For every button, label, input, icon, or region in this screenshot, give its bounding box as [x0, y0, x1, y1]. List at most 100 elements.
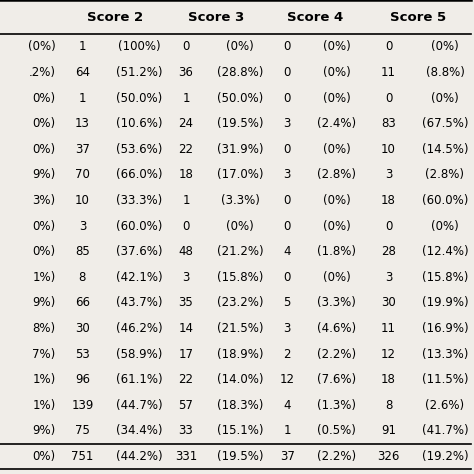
Text: 4: 4 [283, 399, 291, 412]
Text: 0: 0 [385, 219, 392, 233]
Text: (17.0%): (17.0%) [217, 168, 264, 182]
Text: (0%): (0%) [431, 91, 459, 105]
Text: 24: 24 [179, 117, 193, 130]
Text: 0%): 0%) [32, 91, 55, 105]
Text: Score 4: Score 4 [287, 10, 344, 24]
Text: 75: 75 [75, 424, 90, 438]
Text: 28: 28 [381, 245, 396, 258]
Text: (61.1%): (61.1%) [116, 373, 162, 386]
Text: (15.1%): (15.1%) [217, 424, 264, 438]
Text: (34.4%): (34.4%) [116, 424, 162, 438]
Text: (7.6%): (7.6%) [317, 373, 356, 386]
Text: (0%): (0%) [323, 91, 351, 105]
Text: (4.6%): (4.6%) [317, 322, 356, 335]
Text: (1.3%): (1.3%) [317, 399, 356, 412]
Text: (23.2%): (23.2%) [217, 296, 264, 310]
Text: 4: 4 [283, 245, 291, 258]
Text: 7%): 7%) [32, 347, 55, 361]
Text: 18: 18 [381, 373, 396, 386]
Text: (66.0%): (66.0%) [116, 168, 162, 182]
Text: 11: 11 [381, 322, 396, 335]
Text: (2.2%): (2.2%) [317, 450, 356, 463]
Text: 0%): 0%) [32, 450, 55, 463]
Text: (14.0%): (14.0%) [217, 373, 264, 386]
Text: (0%): (0%) [323, 271, 351, 284]
Text: 85: 85 [75, 245, 90, 258]
Text: 0: 0 [385, 91, 392, 105]
Text: Score 2: Score 2 [87, 10, 144, 24]
Text: 13: 13 [75, 117, 90, 130]
Text: (0%): (0%) [28, 40, 55, 54]
Text: (0%): (0%) [226, 219, 254, 233]
Text: 0%): 0%) [32, 143, 55, 156]
Text: (50.0%): (50.0%) [116, 91, 162, 105]
Text: (0%): (0%) [323, 40, 351, 54]
Text: (19.9%): (19.9%) [422, 296, 468, 310]
Text: 2: 2 [283, 347, 291, 361]
Text: 139: 139 [71, 399, 93, 412]
Text: (50.0%): (50.0%) [217, 91, 263, 105]
Text: 3: 3 [283, 168, 291, 182]
Text: (18.9%): (18.9%) [217, 347, 264, 361]
Text: 57: 57 [179, 399, 193, 412]
Text: 1: 1 [79, 91, 86, 105]
Text: (12.4%): (12.4%) [422, 245, 468, 258]
Text: (0%): (0%) [323, 194, 351, 207]
Text: 36: 36 [179, 66, 193, 79]
Text: 0: 0 [283, 91, 291, 105]
Text: 48: 48 [179, 245, 193, 258]
Text: (2.2%): (2.2%) [317, 347, 356, 361]
Text: (37.6%): (37.6%) [116, 245, 162, 258]
Text: (19.5%): (19.5%) [217, 117, 264, 130]
Text: (31.9%): (31.9%) [217, 143, 264, 156]
Text: (58.9%): (58.9%) [116, 347, 162, 361]
Text: 10: 10 [75, 194, 90, 207]
Text: (0%): (0%) [323, 219, 351, 233]
Text: (10.6%): (10.6%) [116, 117, 162, 130]
Text: 3: 3 [385, 168, 392, 182]
Text: 1%): 1%) [32, 271, 55, 284]
Text: (16.9%): (16.9%) [422, 322, 468, 335]
Text: 8: 8 [79, 271, 86, 284]
Text: (60.0%): (60.0%) [116, 219, 162, 233]
Text: 30: 30 [381, 296, 396, 310]
Text: (2.8%): (2.8%) [317, 168, 356, 182]
Text: 35: 35 [179, 296, 193, 310]
Text: 751: 751 [71, 450, 93, 463]
Text: 9%): 9%) [32, 424, 55, 438]
Text: 83: 83 [381, 117, 396, 130]
Text: (1.8%): (1.8%) [317, 245, 356, 258]
Text: 22: 22 [179, 143, 193, 156]
Text: (44.7%): (44.7%) [116, 399, 162, 412]
Text: 1: 1 [79, 40, 86, 54]
Text: 1: 1 [182, 91, 190, 105]
Text: 0: 0 [283, 271, 291, 284]
Text: (3.3%): (3.3%) [221, 194, 260, 207]
Text: (2.6%): (2.6%) [426, 399, 465, 412]
Text: 22: 22 [179, 373, 193, 386]
Text: (28.8%): (28.8%) [217, 66, 264, 79]
Text: (13.3%): (13.3%) [422, 347, 468, 361]
Text: 0%): 0%) [32, 117, 55, 130]
Text: (2.8%): (2.8%) [426, 168, 465, 182]
Text: (18.3%): (18.3%) [217, 399, 264, 412]
Text: 0: 0 [182, 40, 190, 54]
Text: (15.8%): (15.8%) [422, 271, 468, 284]
Text: (0%): (0%) [431, 40, 459, 54]
Text: 64: 64 [75, 66, 90, 79]
Text: (100%): (100%) [118, 40, 160, 54]
Text: 0: 0 [283, 219, 291, 233]
Text: (21.2%): (21.2%) [217, 245, 264, 258]
Text: 1%): 1%) [32, 373, 55, 386]
Text: (19.5%): (19.5%) [217, 450, 264, 463]
Text: 17: 17 [179, 347, 193, 361]
Text: (15.8%): (15.8%) [217, 271, 264, 284]
Text: 3%): 3%) [32, 194, 55, 207]
Text: 1: 1 [283, 424, 291, 438]
Text: 14: 14 [179, 322, 193, 335]
Text: 53: 53 [75, 347, 90, 361]
Text: 1: 1 [182, 194, 190, 207]
Text: .2%): .2%) [28, 66, 55, 79]
Text: 37: 37 [75, 143, 90, 156]
Text: 0: 0 [385, 40, 392, 54]
